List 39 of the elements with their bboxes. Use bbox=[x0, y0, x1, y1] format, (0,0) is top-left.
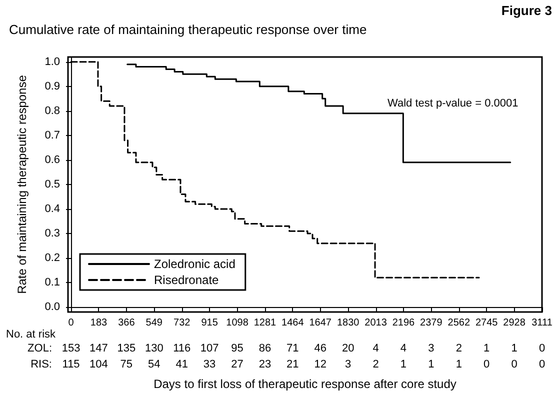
x-axis-title: Days to first loss of therapeutic response after core study bbox=[154, 377, 456, 391]
x-tick-label: 366 bbox=[118, 318, 136, 328]
x-tick-label: 1464 bbox=[282, 318, 304, 328]
x-tick-label: 3111 bbox=[532, 318, 553, 328]
x-tick-label: 2928 bbox=[503, 318, 526, 328]
text: ZOL: 153 147 135 130 116 107 95 86 71 46 20 4 4 3 2 1 1 0 bbox=[28, 342, 546, 354]
y-tick-label: 0.6 bbox=[44, 154, 60, 166]
legend-label: Zoledronic acid bbox=[154, 257, 236, 271]
x-tick-label: 2745 bbox=[475, 318, 498, 328]
x-tick-label: 1647 bbox=[309, 318, 332, 328]
y-tick-label: 0.1 bbox=[44, 276, 60, 289]
x-tick-label: 732 bbox=[174, 318, 191, 328]
y-axis-title: Rate of maintaining therapeutic response bbox=[15, 74, 29, 294]
x-tick-label: 2196 bbox=[392, 318, 416, 328]
x-tick-label: 915 bbox=[201, 318, 218, 328]
caption: Figure 3 bbox=[501, 3, 552, 18]
x-tick-label: 2562 bbox=[448, 318, 470, 328]
x-tick-label: 0 bbox=[68, 318, 74, 328]
x-tick-label: 1098 bbox=[226, 318, 249, 328]
x-tick-label: 549 bbox=[146, 318, 163, 328]
legend-label: Risedronate bbox=[154, 273, 220, 287]
x-tick-label: 2013 bbox=[364, 318, 388, 328]
y-tick-label: 0.8 bbox=[44, 104, 60, 117]
y-tick-label: 0.7 bbox=[44, 129, 60, 142]
y-tick-label: 0.9 bbox=[44, 80, 60, 92]
y-tick-label: 0.2 bbox=[44, 252, 60, 264]
x-tick-label: 1830 bbox=[336, 318, 360, 328]
x-tick-label: 183 bbox=[90, 318, 108, 328]
y-tick-label: 0.0 bbox=[44, 301, 60, 314]
chart-title: Cumulative rate of maintaining therapeutic response over time bbox=[9, 22, 367, 37]
x-tick-label: 2379 bbox=[420, 318, 443, 328]
y-tick-label: 0.3 bbox=[44, 228, 60, 240]
y-tick-label: 1.0 bbox=[44, 56, 60, 68]
annotation: Wald test p-value = 0.0001 bbox=[387, 98, 518, 110]
x-tick-label: 1281 bbox=[254, 318, 277, 328]
text: No. at risk bbox=[6, 328, 56, 340]
y-tick-label: 0.4 bbox=[44, 203, 60, 216]
y-tick-label: 0.5 bbox=[44, 178, 60, 190]
text: RIS: 115 104 75 54 41 33 27 23 21 12 3 2 1 1 1 0 0 0 bbox=[30, 358, 546, 370]
